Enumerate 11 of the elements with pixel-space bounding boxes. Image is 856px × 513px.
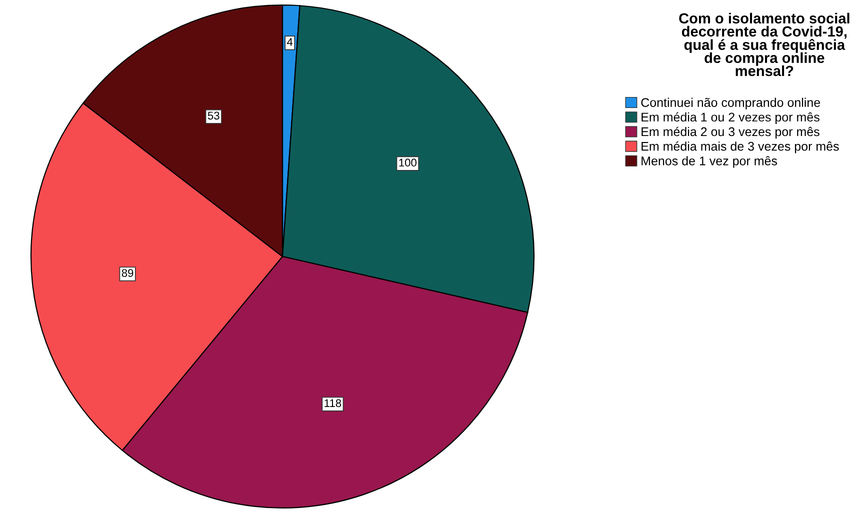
legend-label: Em média 1 ou 2 vezes por mês — [642, 112, 820, 124]
data-label: 53 — [208, 112, 220, 120]
data-label: 118 — [324, 399, 342, 408]
data-label: 89 — [122, 269, 134, 277]
legend-label: Em média mais de 3 vezes por mês — [642, 141, 839, 154]
data-label: 100 — [399, 158, 416, 167]
legend-label: Em média 2 ou 3 vezes por mês — [642, 126, 820, 139]
data-label: 4 — [287, 38, 293, 46]
legend-title: Com o isolamento social decorrente da Covid-19, qual é a sua frequência de compra online mensal? — [679, 12, 850, 76]
legend-label: Continuei não comprando online — [641, 98, 820, 110]
legend-label: Menos de 1 vez por mês — [642, 156, 778, 168]
